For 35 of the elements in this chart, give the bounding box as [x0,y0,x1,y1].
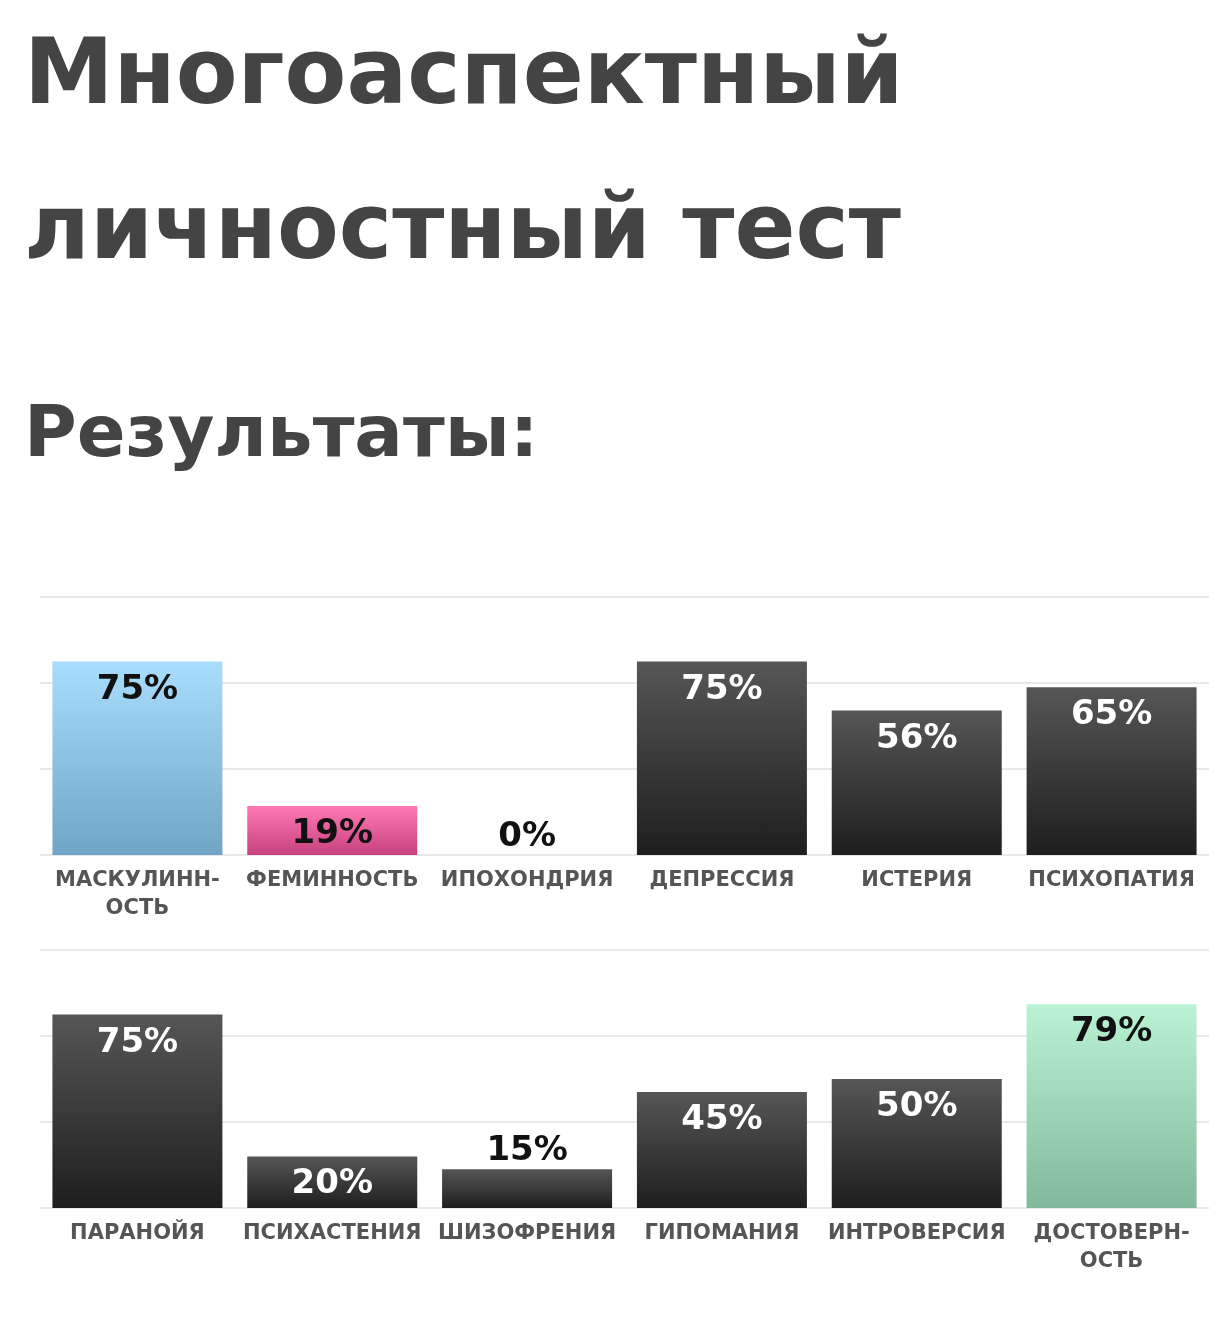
bar [1026,687,1197,855]
x-tick-label: ГИПОМАНИЯ [644,1220,800,1244]
data-label: 45% [681,1096,763,1137]
data-label: 75% [96,1019,179,1060]
data-label: 20% [291,1161,373,1202]
chart-subtitle: Результаты: [24,388,540,474]
bar [636,661,807,855]
data-label: 75% [681,666,763,707]
x-tick-label: ПСИХАСТЕНИЯ [243,1220,422,1244]
bar [52,661,223,855]
x-tick-label: ИПОХОНДРИЯ [440,867,614,891]
chart-title: Многоаспектный личностный тест [24,18,905,281]
bar [831,710,1002,855]
x-tick-label: ИНТРОВЕРСИЯ [827,1220,1006,1244]
x-tick-label: ИСТЕРИЯ [861,867,973,891]
data-label: 79% [1070,1009,1153,1050]
x-tick-label: ДЕПРЕССИЯ [649,867,795,891]
data-label: 15% [486,1128,568,1169]
x-tick-label: ПАРАНОЙЯ [70,1219,205,1244]
bar [831,1079,1002,1208]
data-label: 0% [498,814,556,854]
x-tick-label: ПСИХОПАТИЯ [1028,867,1195,891]
x-tick-label: ФЕМИННОСТЬ [246,867,419,891]
data-label: 56% [876,715,958,756]
data-label: 75% [96,666,179,707]
x-tick-label: ДОСТОВЕРН-ОСТЬ [1033,1220,1190,1272]
bar [636,1091,807,1208]
bar [1026,1004,1197,1208]
x-tick-label: МАСКУЛИНН-ОСТЬ [55,867,220,919]
bar [52,1014,223,1208]
data-label: 65% [1070,692,1153,733]
data-label: 50% [876,1084,958,1124]
x-tick-label: ШИЗОФРЕНИЯ [438,1220,617,1244]
bar [442,1169,613,1208]
data-label: 19% [291,810,373,851]
